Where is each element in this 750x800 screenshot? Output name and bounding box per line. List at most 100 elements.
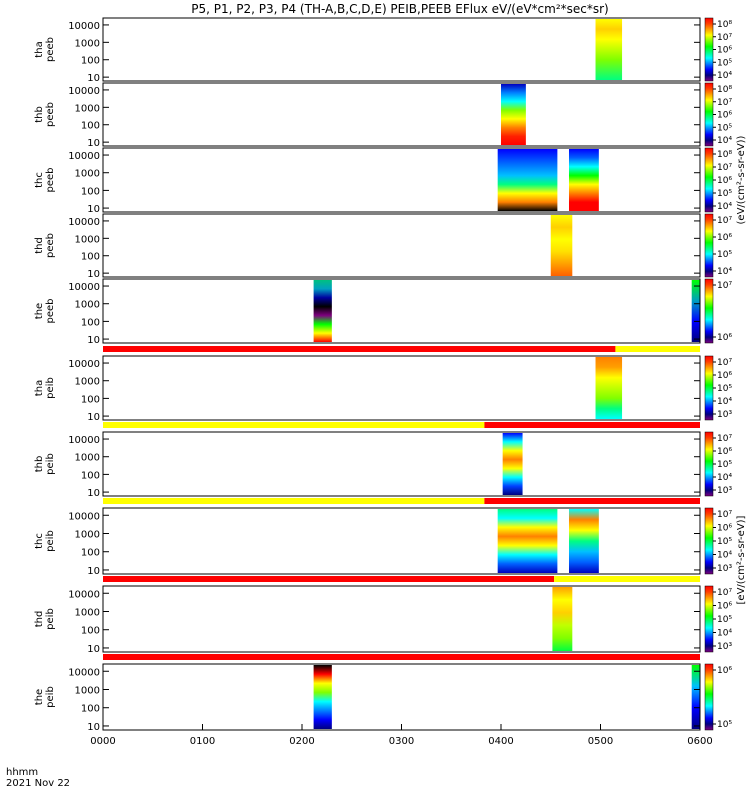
spectrogram-segment <box>501 84 526 145</box>
flag-bar-red <box>103 346 616 352</box>
time-corner-label: hhmm <box>6 767 38 778</box>
colorbar-tick-label: 10⁶ <box>717 666 732 676</box>
panel-thb-peeb: 10 100 1000 10000 thbpeeb 10⁴ 10⁵ 10⁶ 10⁷ 10⁸ <box>34 82 732 149</box>
spectrogram-segment <box>595 357 623 419</box>
spectrogram-segment <box>313 280 332 342</box>
y-tick-label: 100 <box>81 470 100 481</box>
species-name: peib <box>45 530 56 552</box>
y-tick-label: 10 <box>87 722 100 733</box>
species-name: peib <box>45 608 56 630</box>
y-tick-label: 1000 <box>75 377 100 388</box>
colorbar-tick-label: 10⁷ <box>717 281 732 291</box>
panel-frame <box>102 507 701 575</box>
y-tick-label: 10 <box>87 335 100 346</box>
colorbar <box>704 355 714 421</box>
species-name: peeb <box>45 168 56 193</box>
y-tick-label: 1000 <box>75 453 100 464</box>
probe-name: thd <box>34 237 45 254</box>
colorbar-tick-label: 10⁷ <box>717 434 732 444</box>
panel-frame <box>102 213 701 278</box>
y-tick-label: 10 <box>87 566 100 577</box>
colorbar-tick-label: 10⁴ <box>717 551 732 561</box>
species-name: peeb <box>45 102 56 127</box>
panel-label: thapeib <box>34 377 56 399</box>
colorbar-tick-label: 10³ <box>717 642 732 652</box>
panel-tha-peeb: 10 100 1000 10000 thapeeb 10⁴ 10⁵ 10⁶ 10⁷ 10⁸ <box>34 17 732 84</box>
panel-frame <box>102 585 701 653</box>
panel-the-peeb: 10 100 1000 10000 thepeeb 10⁶ 10⁷ <box>34 278 732 346</box>
panel-thd-peib: 10 100 1000 10000 thdpeib 10³ 10⁴ 10⁵ 10⁶ 10⁷ <box>34 576 732 655</box>
x-tick-label: 0100 <box>190 736 215 747</box>
colorbar-tick-label: 10⁵ <box>717 615 732 625</box>
colorbar-tick-label: 10⁶ <box>717 333 732 343</box>
probe-name: the <box>34 303 45 319</box>
panel-label: thepeeb <box>34 299 56 324</box>
colorbar-tick-label: 10⁵ <box>717 537 732 547</box>
y-tick-label: 10 <box>87 644 100 655</box>
panel-frame <box>102 663 701 731</box>
panel-frame <box>102 82 701 147</box>
panel-frame <box>102 278 701 344</box>
colorbar-tick-label: 10³ <box>717 410 732 420</box>
panel-thc-peib: 10 100 1000 10000 thcpeib 10³ 10⁴ 10⁵ 10⁶ 10⁷ <box>34 498 732 577</box>
panel-label: thapeeb <box>34 37 56 62</box>
panel-the-peib: 10 100 1000 10000 thepeib 10⁵ 10⁶ <box>34 654 732 733</box>
panel-label: thcpeeb <box>34 168 56 193</box>
colorbar <box>704 278 714 344</box>
y-tick-label: 1000 <box>75 169 100 180</box>
flag-bar-red <box>484 498 700 504</box>
colorbar-tick-label: 10⁴ <box>717 202 732 212</box>
colorbar <box>704 213 714 278</box>
y-tick-label: 10000 <box>68 359 100 370</box>
colorbar-tick-label: 10⁶ <box>717 602 732 612</box>
y-tick-label: 100 <box>81 704 100 715</box>
y-tick-label: 100 <box>81 252 100 263</box>
spectrogram-segment <box>595 19 623 80</box>
colorbar <box>704 17 714 82</box>
spectrogram-segment <box>568 509 599 573</box>
y-tick-label: 10000 <box>68 511 100 522</box>
panel-thb-peib: 10 100 1000 10000 thbpeib 10³ 10⁴ 10⁵ 10⁶ 10⁷ <box>34 422 732 499</box>
panel-frame <box>102 17 701 82</box>
y-tick-label: 100 <box>81 186 100 197</box>
colorbar-tick-label: 10⁸ <box>717 20 732 30</box>
panel-label: thbpeib <box>34 453 56 475</box>
colorbar-tick-label: 10⁴ <box>717 267 732 277</box>
colorbar-tick-label: 10⁷ <box>717 358 732 368</box>
species-name: peib <box>45 453 56 475</box>
y-tick-label: 1000 <box>75 300 100 311</box>
colorbar-tick-label: 10³ <box>717 564 732 574</box>
colorbar <box>704 507 714 575</box>
colorbar-tick-label: 10⁶ <box>717 176 732 186</box>
probe-name: thb <box>34 456 45 473</box>
spectrogram-segment <box>552 587 573 651</box>
panel-label: thbpeeb <box>34 102 56 127</box>
colorbar-tick-label: 10⁶ <box>717 46 732 56</box>
panel-label: thepeib <box>34 686 56 708</box>
flag-bar-red <box>484 422 700 428</box>
colorbar <box>704 663 714 731</box>
y-tick-label: 1000 <box>75 103 100 114</box>
y-tick-label: 1000 <box>75 234 100 245</box>
colorbar-tick-label: 10⁶ <box>717 524 732 534</box>
colorbar <box>704 147 714 213</box>
colorbar-tick-label: 10⁷ <box>717 216 732 226</box>
colorbar-tick-label: 10⁶ <box>717 371 732 381</box>
y-tick-label: 10 <box>87 269 100 280</box>
y-tick-label: 10000 <box>68 282 100 293</box>
y-tick-label: 10 <box>87 412 100 423</box>
flag-bar-yellow <box>103 498 485 504</box>
y-tick-label: 100 <box>81 626 100 637</box>
x-tick-label: 0300 <box>389 736 414 747</box>
panel-tha-peib: 10 100 1000 10000 thapeib 10³ 10⁴ 10⁵ 10⁶ 10⁷ <box>34 346 732 423</box>
y-tick-label: 10 <box>87 138 100 149</box>
panel-thd-peeb: 10 100 1000 10000 thdpeeb 10⁴ 10⁵ 10⁶ 10⁷ <box>34 213 732 280</box>
colorbar-tick-label: 10⁵ <box>717 189 732 199</box>
colorbar-tick-label: 10⁷ <box>717 588 732 598</box>
y-tick-label: 10 <box>87 204 100 215</box>
species-name: peeb <box>45 299 56 324</box>
flag-bar-yellow <box>615 346 700 352</box>
colorbar-tick-label: 10⁸ <box>717 150 732 160</box>
spectrogram-segment <box>550 215 573 276</box>
colorbar-tick-label: 10⁷ <box>717 163 732 173</box>
